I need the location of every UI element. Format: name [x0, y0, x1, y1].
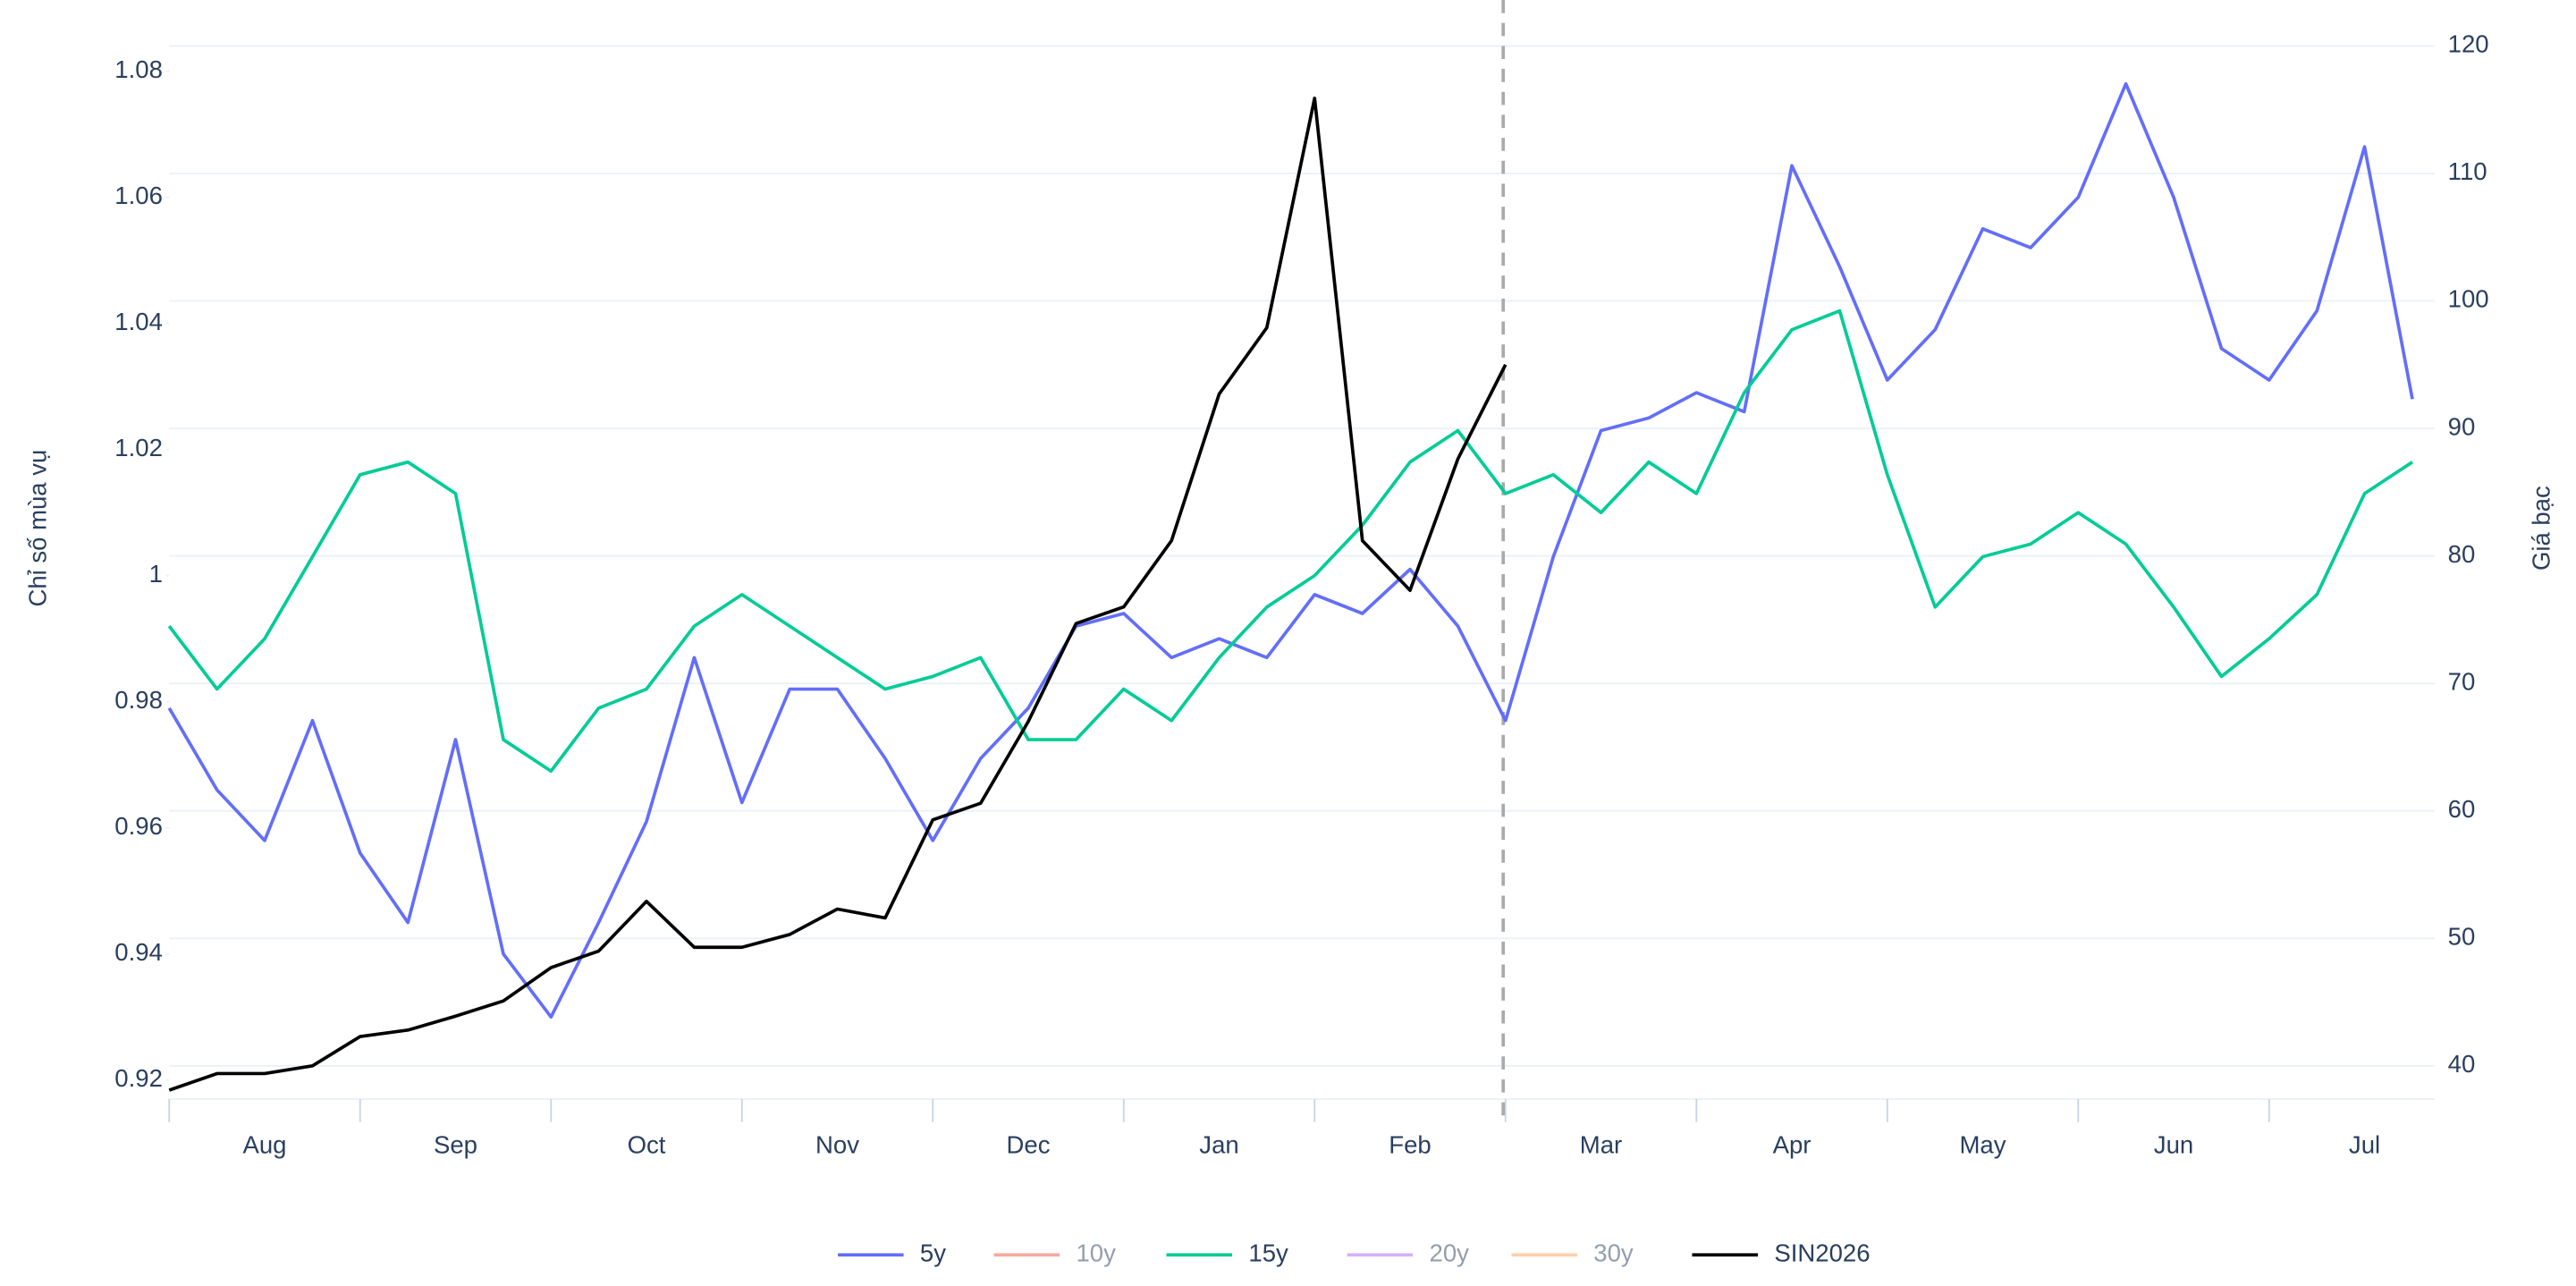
legend-label: 15y: [1248, 1239, 1288, 1266]
y-tick-label: 0.94: [114, 938, 163, 966]
y-tick-label: 0.92: [114, 1064, 163, 1092]
x-tick-label: Dec: [1007, 1130, 1051, 1158]
y-tick-label: 1.02: [114, 434, 163, 461]
y-tick-label: 1: [149, 560, 163, 588]
series-line: [167, 309, 2414, 774]
y-tick-label: 0.98: [114, 686, 163, 714]
y-tick-label: 1.08: [114, 55, 163, 83]
y2-tick-label: 70: [2448, 667, 2476, 695]
x-tick-label: Feb: [1389, 1130, 1431, 1158]
x-tick-label: Sep: [434, 1130, 477, 1158]
x-tick-label: Oct: [628, 1130, 666, 1158]
y2-tick-label: 40: [2448, 1050, 2476, 1078]
legend-label: 5y: [920, 1239, 946, 1266]
x-tick-label: Apr: [1773, 1130, 1812, 1158]
y2-tick-label: 50: [2448, 923, 2476, 951]
y-tick-label: 0.96: [114, 812, 163, 840]
legend-label: 10y: [1076, 1239, 1116, 1266]
y2-tick-label: 100: [2448, 285, 2489, 313]
x-tick-label: Jul: [2349, 1130, 2380, 1158]
y-tick-label: 1.04: [114, 308, 163, 335]
y-tick-label: 1.06: [114, 182, 163, 209]
y2-axis-title: Giá bạc: [2528, 486, 2555, 571]
x-tick-label: Jan: [1199, 1130, 1238, 1158]
x-tick-label: Jun: [2154, 1130, 2193, 1158]
legend-label: SIN2026: [1774, 1239, 1870, 1266]
y2-tick-label: 120: [2448, 30, 2489, 58]
y2-tick-label: 110: [2448, 157, 2487, 185]
y-axis-title: Chỉ số mùa vụ: [23, 450, 51, 607]
series-line: [167, 81, 2414, 1019]
y2-tick-label: 90: [2448, 412, 2476, 440]
x-tick-label: Nov: [815, 1130, 859, 1158]
y2-tick-label: 60: [2448, 795, 2476, 823]
x-tick-label: Mar: [1580, 1130, 1622, 1158]
x-tick-label: Aug: [242, 1130, 286, 1158]
x-tick-label: May: [1960, 1130, 2006, 1158]
series-line: [168, 97, 1508, 1092]
y2-tick-label: 80: [2448, 540, 2476, 568]
legend-label: 30y: [1593, 1239, 1634, 1266]
legend-label: 20y: [1430, 1239, 1470, 1266]
